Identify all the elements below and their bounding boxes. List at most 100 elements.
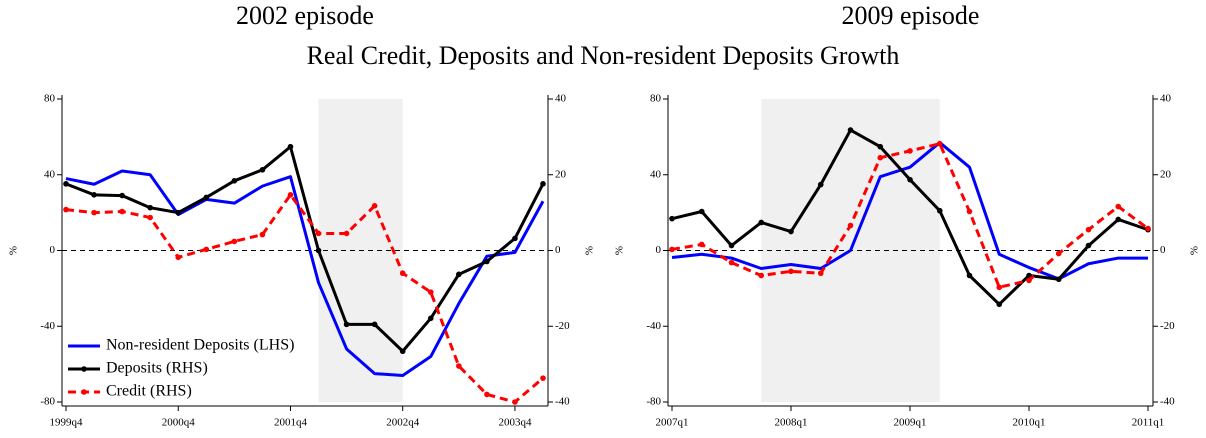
series-line xyxy=(671,141,1148,281)
chart-title: Real Credit, Deposits and Non-resident D… xyxy=(307,41,900,70)
data-point xyxy=(788,228,794,235)
data-point xyxy=(91,192,97,198)
data-point xyxy=(512,235,518,242)
data-point xyxy=(63,206,69,213)
x-tick-label: 2001q4 xyxy=(274,417,308,429)
data-point xyxy=(371,321,378,328)
legend-label: Non-resident Deposits (LHS) xyxy=(106,337,294,354)
data-point xyxy=(315,230,322,237)
panel-title: 2009 episode xyxy=(842,1,980,30)
data-point xyxy=(315,247,322,254)
data-point xyxy=(907,148,913,154)
x-tick-label: 2011q1 xyxy=(1132,417,1165,429)
y2-tick-label: 20 xyxy=(1160,168,1172,180)
data-point xyxy=(966,272,973,279)
data-point xyxy=(788,268,794,275)
y-axis-label: % xyxy=(614,246,626,255)
data-point xyxy=(1055,250,1062,257)
data-point xyxy=(966,208,973,215)
legend-label: Deposits (RHS) xyxy=(106,360,208,377)
data-point xyxy=(147,214,153,221)
data-point xyxy=(231,238,238,245)
data-point xyxy=(877,143,884,150)
data-point xyxy=(877,154,884,161)
data-point xyxy=(484,258,490,265)
data-point xyxy=(758,272,765,279)
data-point xyxy=(259,167,266,173)
data-point xyxy=(1085,226,1092,233)
data-point xyxy=(847,222,854,229)
data-point xyxy=(936,140,943,147)
y2-tick-label: -20 xyxy=(1160,320,1175,332)
y-tick-label: 80 xyxy=(44,93,56,105)
data-point xyxy=(847,127,854,133)
data-point xyxy=(231,178,238,184)
data-point xyxy=(456,271,462,278)
legend-marker xyxy=(81,389,87,395)
x-tick-label: 2010q1 xyxy=(1013,417,1046,429)
y-tick-label: -40 xyxy=(646,320,661,332)
y2-tick-label: 0 xyxy=(1160,244,1166,256)
y2-tick-label: 20 xyxy=(555,168,567,180)
y-tick-label: -80 xyxy=(646,396,661,408)
data-point xyxy=(91,209,97,216)
y-tick-label: -40 xyxy=(40,320,55,332)
y2-tick-label: 40 xyxy=(1160,93,1172,105)
data-point xyxy=(1055,276,1062,283)
y-tick-label: 0 xyxy=(50,244,56,256)
y2-axis-label: % xyxy=(584,246,596,255)
panel-title: 2002 episode xyxy=(236,1,374,30)
data-point xyxy=(817,270,824,277)
data-point xyxy=(698,208,705,215)
data-point xyxy=(1026,277,1032,284)
data-point xyxy=(698,241,705,248)
x-tick-label: 1999q4 xyxy=(50,417,84,429)
data-point xyxy=(996,301,1003,308)
data-point xyxy=(1115,203,1122,210)
series-line xyxy=(65,169,545,377)
x-tick-label: 2007q1 xyxy=(656,417,689,429)
data-point xyxy=(758,219,765,226)
data-point xyxy=(343,321,350,328)
x-tick-label: 2003q4 xyxy=(498,417,532,429)
data-point xyxy=(484,391,490,398)
data-point xyxy=(259,231,266,238)
data-point xyxy=(399,270,406,277)
data-point xyxy=(728,259,735,266)
data-point xyxy=(147,204,153,211)
data-point xyxy=(119,208,125,215)
data-point xyxy=(1085,242,1092,249)
legend-marker xyxy=(81,366,87,372)
x-tick-label: 2000q4 xyxy=(162,417,196,429)
y-tick-label: 40 xyxy=(44,168,56,180)
x-tick-label: 2009q1 xyxy=(894,417,927,429)
data-point xyxy=(728,242,735,249)
data-point xyxy=(427,315,434,322)
data-point xyxy=(371,203,378,209)
data-point xyxy=(456,363,462,369)
data-point xyxy=(287,192,294,198)
data-point xyxy=(669,246,675,253)
y-tick-label: 0 xyxy=(656,244,662,256)
data-point xyxy=(1145,225,1151,232)
data-point xyxy=(175,254,182,261)
data-point xyxy=(427,289,434,295)
y2-axis-label: % xyxy=(1189,246,1201,255)
data-point xyxy=(540,375,546,381)
series-line xyxy=(65,193,544,404)
y2-tick-label: 0 xyxy=(555,244,561,256)
y-tick-label: 80 xyxy=(650,93,662,105)
y2-tick-label: -40 xyxy=(1160,396,1175,408)
y-tick-label: 40 xyxy=(650,168,662,180)
y2-tick-label: -20 xyxy=(555,320,570,332)
data-point xyxy=(203,246,210,253)
data-point xyxy=(63,181,69,187)
data-point xyxy=(343,230,350,237)
data-point xyxy=(399,348,406,355)
data-point xyxy=(1115,216,1122,223)
legend-label: Credit (RHS) xyxy=(106,383,192,400)
data-point xyxy=(817,181,824,188)
data-point xyxy=(175,209,182,216)
x-tick-label: 2002q4 xyxy=(386,417,420,429)
